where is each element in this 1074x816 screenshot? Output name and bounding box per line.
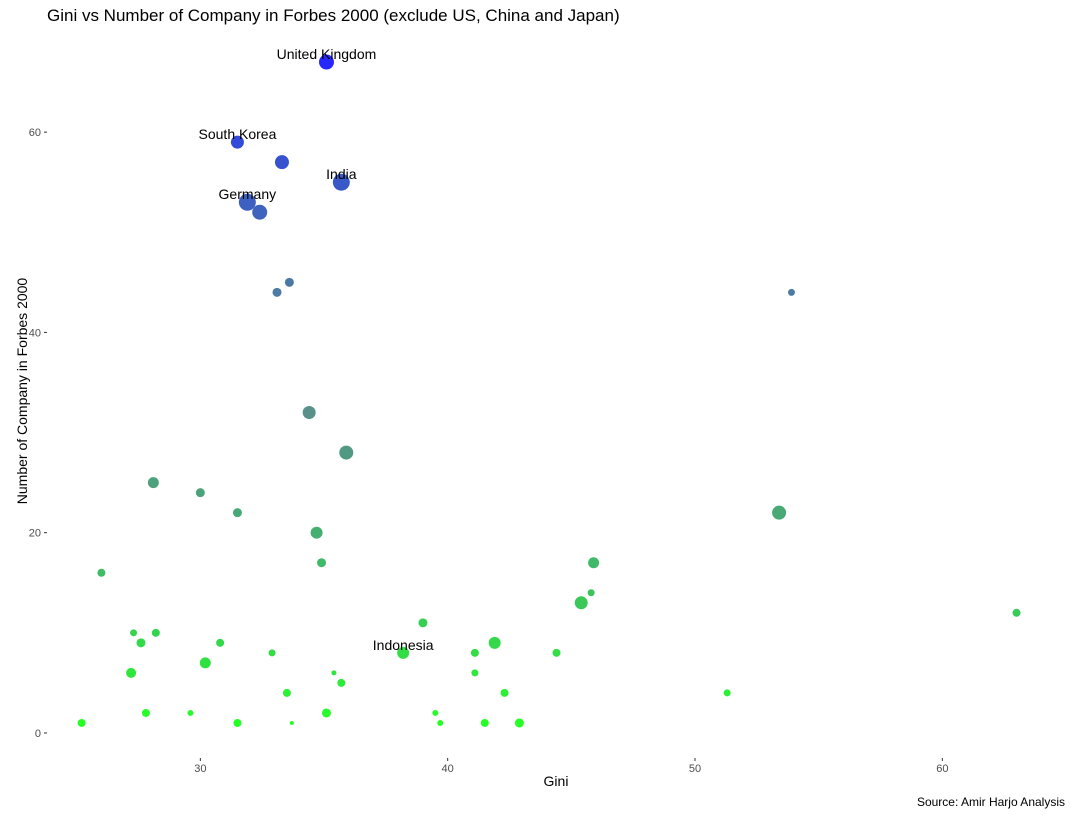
data-point (574, 596, 588, 610)
data-point (187, 709, 194, 716)
data-point (233, 718, 242, 727)
data-point (232, 508, 242, 518)
x-axis-label: Gini (543, 773, 569, 789)
data-point (317, 558, 327, 568)
point-label: United Kingdom (277, 46, 377, 62)
data-point (130, 629, 138, 637)
data-point (321, 708, 331, 718)
point-label: India (326, 166, 357, 182)
data-point (332, 173, 350, 191)
data-point (238, 193, 256, 211)
data-point (723, 689, 731, 697)
data-point (136, 638, 146, 648)
data-point (302, 406, 316, 420)
y-tick-label: 40 (29, 327, 41, 339)
data-point (252, 204, 268, 220)
data-point (268, 649, 276, 657)
data-point (77, 718, 86, 727)
data-point (772, 505, 787, 520)
data-point (230, 135, 244, 149)
x-tick-label: 50 (689, 763, 701, 775)
data-point (318, 54, 334, 70)
y-tick-label: 60 (29, 127, 41, 139)
data-point (331, 670, 337, 676)
data-point (195, 488, 205, 498)
data-point (588, 557, 600, 569)
data-point (274, 155, 289, 170)
data-point (339, 445, 354, 460)
data-point (282, 688, 291, 697)
data-point (289, 720, 294, 725)
data-point (470, 648, 479, 657)
x-tick-label: 30 (194, 763, 206, 775)
data-point (284, 277, 294, 287)
data-point (471, 669, 479, 677)
chart-title: Gini vs Number of Company in Forbes 2000… (47, 6, 620, 25)
point-label: Indonesia (373, 637, 434, 653)
x-tick-label: 40 (442, 763, 454, 775)
data-point (141, 708, 150, 717)
data-point (437, 719, 444, 726)
data-point (337, 678, 346, 687)
y-tick-label: 0 (35, 728, 41, 740)
data-point (97, 568, 106, 577)
data-point (514, 718, 524, 728)
data-point (787, 288, 795, 296)
data-point (480, 718, 489, 727)
data-point (552, 648, 561, 657)
data-point (147, 477, 159, 489)
data-point (199, 657, 211, 669)
point-label: Germany (219, 186, 277, 202)
data-point (587, 589, 595, 597)
data-point (432, 709, 439, 716)
data-point (500, 688, 509, 697)
data-point (126, 667, 137, 678)
data-point (397, 646, 410, 659)
data-point (216, 638, 225, 647)
y-tick-label: 20 (29, 528, 41, 540)
x-tick-label: 60 (936, 763, 948, 775)
data-point (418, 618, 428, 628)
data-point (1012, 608, 1021, 617)
data-point (310, 526, 323, 539)
y-axis-label: Number of Company in Forbes 2000 (14, 277, 30, 505)
data-point (488, 636, 501, 649)
source-caption: Source: Amir Harjo Analysis (916, 795, 1065, 809)
point-label: South Korea (199, 126, 277, 142)
data-point (151, 628, 160, 637)
data-point (272, 287, 282, 297)
